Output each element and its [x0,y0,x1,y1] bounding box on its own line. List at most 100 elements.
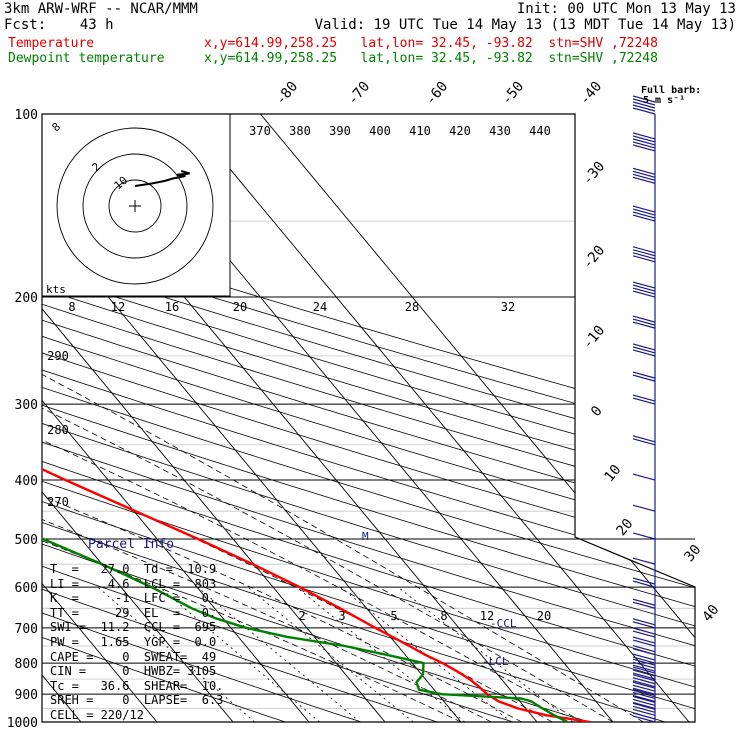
dry-adiabat-line [42,114,695,722]
wind-barb [632,684,656,692]
wind-barb [632,621,656,629]
isotherm-line [260,114,695,722]
wind-barb [632,669,656,677]
theta-label: 410 [409,124,431,138]
lcl-annotation: -LCL [482,655,509,668]
wind-barb [632,95,656,103]
dry-adiabat-line [42,114,695,722]
wind-barb [632,557,656,565]
isotherm-label: 0 [588,403,606,420]
wind-barb [632,504,656,512]
wind-barb [632,701,656,710]
hodograph-ring [82,153,188,259]
barb-legend-line1: Full barb: [641,85,702,96]
wind-barb [632,281,656,289]
wind-barb [632,252,656,260]
moist-adiabat-line [42,321,522,722]
wind-barb [632,144,656,152]
wind-barb [632,435,656,443]
parcel-info-row: CIN = 0 HWBZ= 3105 [50,664,217,679]
theta-label: 400 [369,124,391,138]
hodograph-trace [134,170,190,187]
dry-adiabat-line [42,114,695,722]
hodograph-ring [56,127,214,285]
pressure-tick-label: 200 [15,291,38,306]
parcel-info-row: Tc = 36.6 SHEAR= 10. [50,678,224,693]
wind-barb [632,653,656,661]
wind-barb [632,349,656,357]
hodograph-ring [108,179,162,233]
hodograph-axis-label: 32 [501,300,515,314]
hodograph-unit-label: kts [46,283,66,296]
m-annotation: M [362,530,369,543]
theta-label: 380 [289,124,311,138]
dewpoint-curve [42,114,568,722]
isotherm-label: -20 [580,243,609,273]
dry-adiabat-line [42,114,666,722]
wind-barb [632,648,656,656]
barb-legend-line2: 5 m s⁻¹ [643,95,686,106]
isotherm-label: -10 [580,323,609,353]
parcel-info-row: SREH = 0 LAPSE= 6.3 [50,693,224,708]
wind-barb [632,394,656,402]
mixing-ratio-label: 20 [537,609,551,623]
dewpoint-legend-label: Dewpoint temperature [8,51,165,66]
wind-barb [632,371,656,379]
hodograph-axis-label: 16 [165,300,179,314]
ccl-annotation: -CCL [490,617,517,630]
hodograph-axis-label: 20 [233,300,247,314]
wind-barb [632,104,656,112]
wind-barb [632,343,656,351]
parcel-info-row: LI = 4.6 LCL = 803 [50,576,217,591]
wind-barb [632,138,656,146]
mixing-ratio-label: 5 [390,609,397,623]
init-time: Init: 00 UTC Mon 13 May 13 [516,1,736,17]
wind-barb [632,695,656,704]
wind-barb [632,681,656,689]
wind-barb [632,287,656,295]
pressure-tick-label: 700 [15,622,38,637]
dry-adiabat-line [42,114,286,722]
pressure-tick-label: 900 [15,688,38,703]
wind-barb [632,691,656,699]
pressure-tick-label: 500 [15,533,38,548]
theta-label: 430 [489,124,511,138]
wind-barb [632,601,656,609]
pressure-tick-label: 800 [15,657,38,672]
isotherm-line [42,114,158,722]
parcel-info-row: PW = 1.65 YGP = 0.0 [50,635,217,649]
dry-adiabat-line [42,114,438,722]
hodograph-axis-label: 24 [313,300,327,314]
mixing-ratio-line [247,586,414,722]
dry-adiabat-line [42,114,695,722]
hodograph-axis-label: 8 [68,300,75,314]
valid-time: Valid: 19 UTC Tue 14 May 13 (13 MDT Tue … [314,17,736,33]
isotherm-label: 40 [699,602,722,625]
theta-label: 370 [249,124,271,138]
wind-barb [632,141,656,149]
isotherm-line [184,114,690,722]
wind-barb [632,577,656,585]
parcel-info-row: SWI = 11.2 CCL = 695 [50,620,217,635]
wind-barb [632,708,656,716]
wind-barb [632,397,656,405]
dry-adiabat-line [42,114,695,722]
wind-barb [632,135,656,143]
dry-adiabat-line [42,114,695,722]
temperature-legend-label: Temperature [8,36,95,51]
wind-barb [632,315,656,323]
isotherm-label: -70 [345,79,374,109]
wind-barb [632,645,656,653]
wind-barb [632,249,656,257]
mixing-ratio-label: 8 [440,609,447,623]
isotherm-label: -40 [577,79,606,109]
isotherm-line [42,114,462,722]
wind-barb [632,664,656,672]
wind-barb [632,618,656,626]
wind-barb [632,698,656,707]
theta-label: 270 [47,495,69,509]
wind-barb [632,639,656,647]
wind-barb [632,211,656,219]
